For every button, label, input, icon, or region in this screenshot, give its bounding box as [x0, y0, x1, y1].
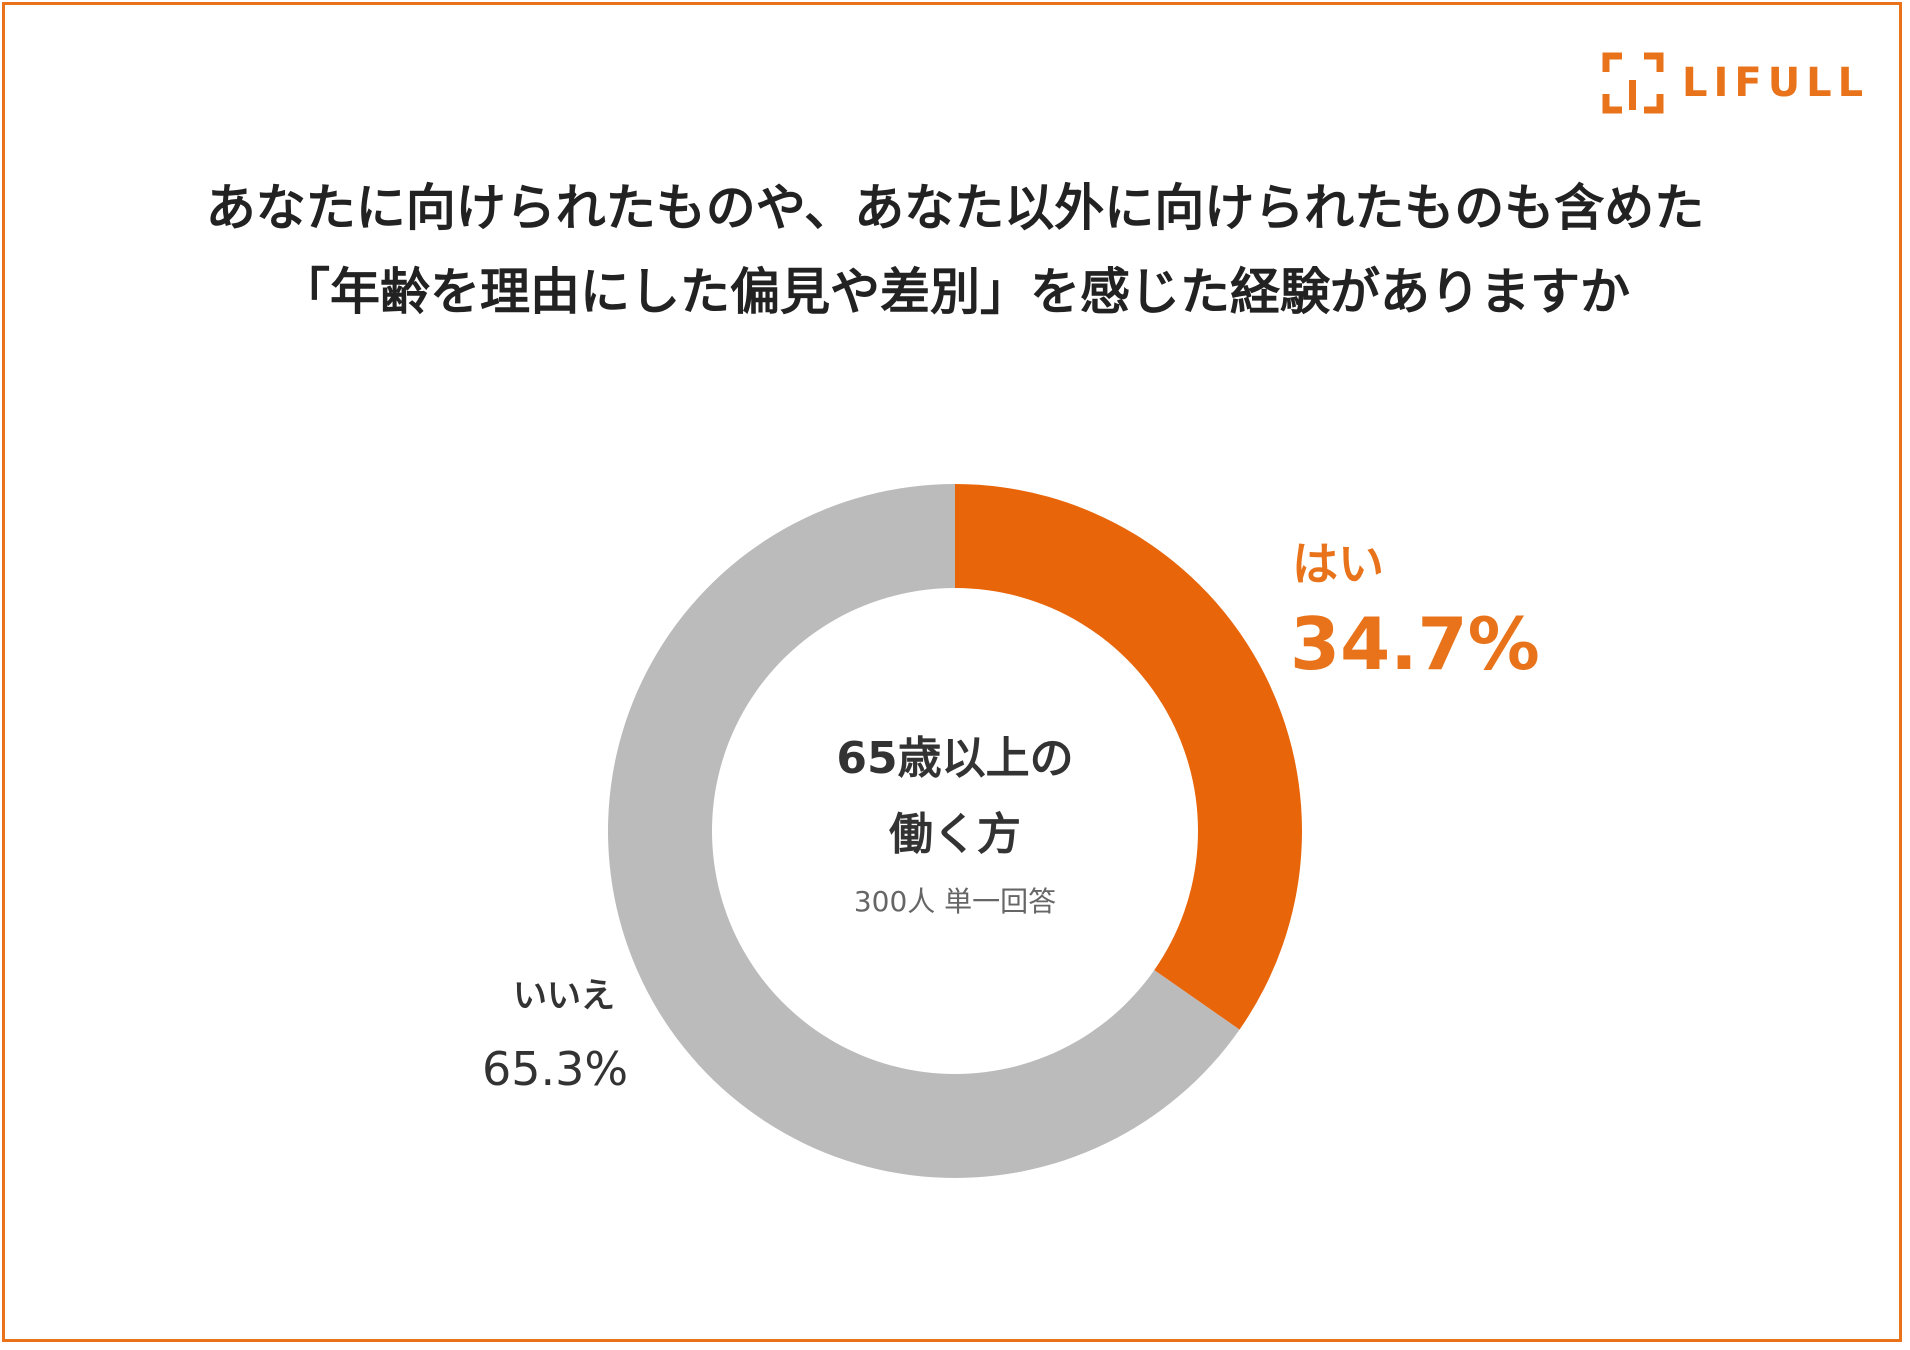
- slice-label-no: いいえ: [513, 976, 615, 1016]
- slice-value-yes: 34.7%: [1290, 602, 1540, 686]
- slice-value-no: 65.3%: [482, 1042, 629, 1096]
- logo-bracket-icon: [1602, 52, 1664, 114]
- center-label-line-2: 働く方: [889, 809, 1021, 860]
- slice-no: [608, 484, 1240, 1178]
- chart-title-line-1: あなたに向けられたものや、あなた以外に向けられたものも含めた: [205, 179, 1705, 237]
- chart-title-line-2: 「年齢を理由にした偏見や差別」を感じた経験がありますか: [280, 263, 1630, 321]
- brand-logo: LIFULL: [1602, 52, 1863, 114]
- slice-yes: [955, 484, 1302, 1030]
- center-label-line-1: 65歳以上の: [836, 733, 1074, 784]
- logo-text: LIFULL: [1682, 60, 1870, 106]
- center-label-line-3: 300人 単一回答: [853, 885, 1057, 918]
- slice-label-yes: はい: [1292, 537, 1384, 591]
